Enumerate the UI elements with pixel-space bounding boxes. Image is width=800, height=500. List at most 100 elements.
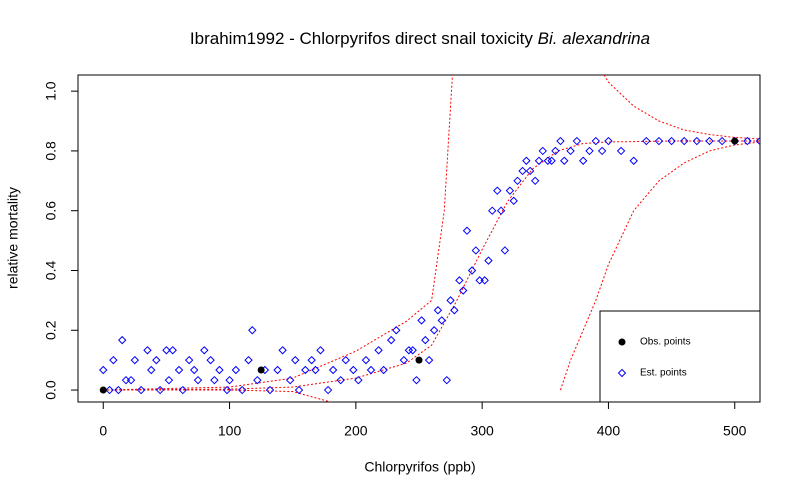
est-point (307, 355, 316, 365)
est-point (222, 385, 232, 395)
est-point (505, 186, 515, 195)
est-point (408, 346, 417, 355)
est-point (458, 286, 468, 295)
est-point (513, 176, 522, 186)
est-point (455, 276, 464, 285)
est-point (667, 136, 676, 146)
est-point (629, 156, 638, 165)
est-point (412, 375, 421, 385)
est-point (392, 326, 401, 335)
est-point (500, 246, 510, 255)
y-tick-label: 0.8 (43, 141, 59, 161)
est-point (654, 136, 664, 146)
est-point (522, 156, 531, 165)
est-point (316, 346, 325, 355)
est-point (543, 156, 553, 165)
est-point (265, 385, 275, 395)
est-point (462, 226, 472, 235)
est-point (560, 156, 569, 165)
est-point (534, 156, 544, 165)
est-point (349, 365, 358, 375)
y-tick-label: 0.0 (43, 380, 59, 400)
obs-point (99, 386, 107, 394)
est-point (578, 156, 588, 165)
est-point (642, 136, 651, 146)
est-point (341, 355, 350, 365)
est-point (705, 136, 714, 146)
x-tick-label: 300 (470, 423, 494, 439)
est-point (374, 346, 383, 355)
y-tick-label: 1.0 (43, 81, 59, 101)
x-tick-label: 400 (597, 423, 621, 439)
est-point (680, 136, 689, 146)
est-point (429, 326, 439, 335)
est-point (480, 276, 489, 285)
est-point (328, 365, 338, 375)
est-point (585, 146, 594, 156)
est-point (572, 136, 582, 146)
est-point (109, 355, 118, 365)
est-point (114, 385, 123, 395)
est-point (566, 146, 575, 156)
est-point (231, 365, 241, 375)
est-point (117, 335, 127, 345)
x-tick-label: 500 (723, 423, 747, 439)
est-point (717, 136, 727, 146)
est-point (301, 365, 310, 375)
chart-title: Ibrahim1992 - Chlorpyrifos direct snail … (190, 29, 650, 48)
est-point (551, 146, 560, 156)
x-axis-label: Chlorpyrifos (ppb) (364, 459, 475, 475)
est-point (493, 186, 502, 195)
est-point (424, 355, 434, 365)
est-point (99, 365, 108, 375)
est-point (467, 266, 477, 275)
confidence-line (103, 389, 332, 402)
obs-point (257, 366, 265, 374)
est-point (311, 365, 320, 375)
est-point (354, 375, 363, 385)
est-point (361, 355, 371, 365)
est-point (248, 326, 257, 335)
est-point (294, 385, 304, 395)
est-point (193, 375, 203, 385)
est-point (206, 355, 215, 365)
est-point (130, 355, 140, 365)
est-point (755, 136, 760, 146)
y-tick-label: 0.4 (43, 261, 59, 281)
confidence-line (103, 140, 760, 391)
est-point (126, 375, 136, 385)
est-point (617, 368, 627, 378)
est-point (174, 365, 184, 375)
legend-label: Est. points (640, 368, 687, 379)
est-point (147, 365, 156, 375)
x-tick-label: 100 (218, 423, 242, 439)
confidence-line (103, 75, 453, 391)
est-point (471, 246, 481, 255)
est-point (200, 346, 209, 355)
y-axis-label: relative mortality (5, 187, 21, 289)
est-point (225, 375, 234, 385)
est-point (189, 365, 199, 375)
x-tick-label: 0 (99, 423, 107, 439)
est-point (538, 146, 547, 156)
est-point (285, 375, 295, 385)
est-point (446, 296, 455, 305)
est-point (278, 346, 287, 355)
est-point (164, 375, 174, 385)
y-tick-label: 0.6 (43, 201, 59, 221)
est-point (530, 176, 540, 186)
obs-point (618, 338, 626, 346)
est-point (556, 136, 565, 146)
est-point (237, 385, 247, 395)
est-point (253, 375, 262, 385)
est-point (488, 206, 497, 215)
est-point (417, 316, 426, 325)
est-point (518, 166, 527, 176)
title-text: Ibrahim1992 - Chlorpyrifos direct snail … (190, 29, 538, 48)
est-point (442, 375, 451, 385)
est-point (366, 365, 376, 375)
est-point (379, 365, 388, 375)
obs-point (731, 137, 739, 145)
est-point (604, 136, 613, 146)
est-point (496, 206, 506, 215)
